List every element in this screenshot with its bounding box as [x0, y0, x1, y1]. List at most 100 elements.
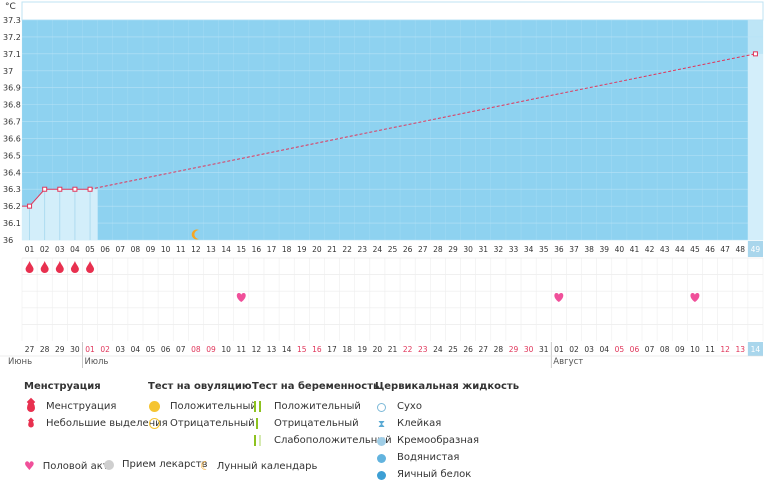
legend-label: Слабоположительный: [274, 434, 392, 446]
legend-item-intercourse: ♥ Половой акт: [24, 459, 109, 473]
cycle-day-label: 33: [509, 245, 519, 254]
date-label: 18: [342, 345, 352, 354]
date-label: 06: [161, 345, 171, 354]
date-label: 12: [720, 345, 730, 354]
cycle-day-label: 24: [373, 245, 383, 254]
cycle-day-label: 21: [327, 245, 337, 254]
heart-icon: [554, 293, 564, 302]
cycle-day-label: 39: [599, 245, 609, 254]
plot-background: [22, 20, 763, 240]
month-label: Июль: [84, 357, 108, 367]
moon-icon: [191, 229, 199, 240]
heart-icon: ♥: [24, 459, 35, 473]
legend-item-medicine: Прием лекарств: [104, 459, 208, 470]
current-date-cell: [747, 342, 763, 356]
one-bar-icon: [252, 417, 266, 431]
cycle-day-label: 25: [388, 245, 398, 254]
cycle-day-label: 02: [40, 245, 50, 254]
temperature-point: [72, 186, 78, 192]
cycle-day-label: 10: [161, 245, 171, 254]
current-day-cell: [747, 241, 763, 257]
dry-drop-icon: [375, 400, 389, 414]
y-tick-label: 37.1: [3, 50, 21, 59]
empty-circle-icon: [148, 417, 162, 431]
cycle-day-label: 31: [478, 245, 488, 254]
date-label: 29: [509, 345, 519, 354]
y-tick-label: 36.3: [3, 185, 21, 194]
legend-label: Лунный календарь: [216, 460, 318, 472]
legend-item-pregnancy-positive: Положительный: [252, 398, 392, 415]
date-label: 02: [569, 345, 579, 354]
y-tick-label: 36.4: [3, 168, 21, 177]
temperature-point: [57, 186, 63, 192]
cycle-day-label: 26: [403, 245, 413, 254]
date-label: 30: [524, 345, 534, 354]
temperature-dashed-line: [89, 53, 756, 190]
heart-icon: [690, 293, 700, 302]
cycle-day-label: 49: [751, 245, 761, 254]
legend-item-menstruation: Менструация: [24, 398, 168, 415]
y-tick-label: 36.2: [3, 202, 21, 211]
cycle-day-label: 44: [675, 245, 685, 254]
cycle-day-label: 19: [297, 245, 307, 254]
cycle-day-label: 29: [448, 245, 458, 254]
date-label: 02: [100, 345, 110, 354]
date-label: 27: [25, 345, 35, 354]
month-label: Август: [553, 357, 583, 367]
area-fill-last: [747, 53, 763, 240]
legend-label: Прием лекарств: [122, 459, 208, 470]
legend-label: Отрицательный: [170, 417, 255, 429]
blood-drop-icon: [55, 261, 64, 273]
sticky-hourglass-icon: ⧗: [378, 418, 386, 430]
legend-ovulation-title: Тест на овуляцию: [148, 381, 252, 392]
date-label: 14: [751, 345, 761, 354]
cycle-day-label: 30: [463, 245, 473, 254]
y-tick-label: 36.6: [3, 134, 21, 143]
date-label: 08: [660, 345, 670, 354]
faint-bars-icon: [252, 434, 266, 448]
cycle-day-label: 12: [191, 245, 201, 254]
cycle-day-label: 22: [342, 245, 352, 254]
cycle-day-label: 05: [85, 245, 95, 254]
date-label: 04: [131, 345, 141, 354]
temperature-point: [27, 203, 33, 209]
cycle-day-label: 32: [494, 245, 504, 254]
cycle-day-label: 06: [100, 245, 110, 254]
creamy-drop-icon: [375, 434, 389, 448]
date-label: 28: [40, 345, 50, 354]
date-label: 01: [554, 345, 564, 354]
cycle-day-label: 18: [282, 245, 292, 254]
cycle-day-label: 14: [221, 245, 231, 254]
moon-icon: ☾: [200, 459, 211, 473]
cycle-day-label: 28: [433, 245, 443, 254]
small-blood-drop-icon: [24, 417, 38, 431]
date-label: 01: [85, 345, 95, 354]
legend-label: Небольшие выделения: [46, 417, 168, 429]
date-label: 11: [705, 345, 715, 354]
legend-ovulation: Тест на овуляцию Положительный Отрицател…: [148, 380, 257, 432]
cycle-day-label: 35: [539, 245, 549, 254]
date-label: 10: [690, 345, 700, 354]
legend-item-cervical-dry: Сухо: [375, 398, 519, 415]
two-bars-icon: [252, 400, 266, 414]
date-label: 22: [403, 345, 413, 354]
legend-label: Половой акт: [42, 460, 109, 472]
legend-label: Положительный: [274, 400, 361, 412]
cycle-day-label: 17: [267, 245, 277, 254]
pill-icon: [104, 459, 114, 470]
legend-item-pregnancy-negative: Отрицательный: [252, 415, 392, 432]
legend-item-ovulation-positive: Положительный: [148, 398, 257, 415]
cycle-day-label: 08: [131, 245, 141, 254]
legend-cervical-title: Цервикальная жидкость: [375, 381, 520, 392]
y-tick-label: 36.1: [3, 219, 21, 228]
cycle-day-label: 07: [116, 245, 126, 254]
cycle-day-label: 27: [418, 245, 428, 254]
y-tick-label: 37.2: [3, 33, 21, 42]
heart-icon: [236, 293, 246, 302]
legend-item-moon: ☾ Лунный календарь: [200, 459, 317, 473]
date-label: 21: [388, 345, 398, 354]
cycle-day-label: 47: [720, 245, 730, 254]
month-label: Июнь: [8, 357, 32, 367]
y-tick-label: 36.9: [3, 84, 21, 93]
temperature-point: [752, 51, 758, 57]
